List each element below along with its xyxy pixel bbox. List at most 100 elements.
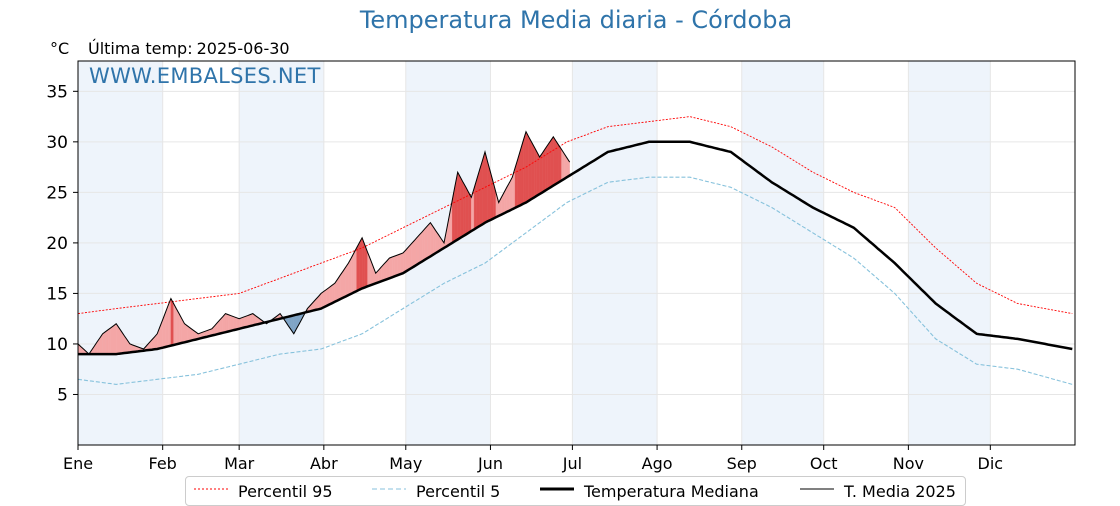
fill-above-median: [110, 325, 114, 355]
x-tick-label-Sep: Sep: [727, 454, 757, 473]
fill-above-median: [228, 314, 232, 332]
fill-above-median: [105, 329, 109, 355]
fill-above-median: [465, 187, 469, 235]
plot-frame: [77, 60, 1076, 446]
fill-above-median: [539, 152, 543, 195]
fill-above-median: [329, 285, 333, 305]
fill-above-median: [342, 266, 346, 299]
x-tick-label-Mar: Mar: [224, 454, 255, 473]
x-tick-label-Feb: Feb: [149, 454, 177, 473]
x-tick-label-Dic: Dic: [978, 454, 1004, 473]
fill-above-median: [173, 303, 177, 346]
fill-above-median: [462, 182, 467, 237]
fill-above-median: [233, 316, 237, 331]
fill-above-median: [419, 231, 423, 264]
legend-swatch-median: [540, 487, 574, 491]
x-tick-label-Ago: Ago: [642, 454, 673, 473]
fill-above-median: [460, 177, 464, 239]
fill-above-median: [558, 144, 562, 183]
month-band-Nov: [908, 61, 991, 445]
fill-above-median: [427, 222, 431, 259]
fill-above-median: [430, 222, 434, 257]
fill-above-median: [544, 144, 548, 191]
fill-above-median: [536, 151, 540, 197]
x-tick-label-Jun: Jun: [477, 454, 503, 473]
fill-above-median: [413, 237, 417, 267]
x-tick-label-Jul: Jul: [562, 454, 582, 473]
fill-above-median: [113, 323, 117, 355]
fill-above-median: [411, 240, 415, 269]
fill-above-median: [331, 283, 335, 304]
fill-above-median: [394, 254, 398, 277]
fill-above-median: [353, 247, 357, 293]
fill-above-median: [531, 141, 535, 200]
fill-above-median: [391, 255, 396, 278]
fill-above-median: [422, 228, 426, 262]
series-lines: [77, 116, 1073, 385]
fill-above-median: [468, 192, 472, 234]
fill-above-median: [116, 323, 120, 355]
grid-lines: [77, 61, 1075, 445]
legend-label-p95: Percentil 95: [238, 482, 333, 501]
fill-above-median: [408, 243, 412, 271]
series-line-2025: [77, 130, 571, 355]
fill-above-median: [323, 289, 327, 308]
y-tick-label: 20: [46, 234, 68, 254]
fill-above-median: [405, 246, 409, 272]
fill-above-median: [520, 140, 524, 206]
x-tick-label-Ene: Ene: [63, 454, 93, 473]
fill-above-median: [359, 237, 363, 290]
fill-above-median: [402, 249, 406, 274]
fill-above-median: [479, 160, 483, 227]
fill-above-median: [400, 252, 404, 275]
fill-above-median: [170, 298, 174, 346]
x-tick-label-May: May: [389, 454, 422, 473]
fill-above-median: [345, 262, 349, 297]
month-band-Ene: [78, 61, 163, 445]
month-band-Mar: [239, 61, 324, 445]
unit-label: °C: [50, 39, 70, 58]
fill-above-median: [547, 140, 551, 190]
x-axis: Ene Feb Mar Abr May Jun Jul Ago Sep Oct Nov Dic: [63, 445, 1003, 473]
legend-label-2025: T. Media 2025: [844, 482, 956, 501]
legend-label-median: Temperatura Mediana: [584, 482, 759, 501]
fill-above-median: [230, 315, 234, 332]
fill-above-median: [361, 237, 365, 289]
y-axis: 5 10 15 20 25 30 35: [46, 82, 78, 405]
fill-above-median: [561, 148, 565, 181]
fill-above-median: [550, 136, 554, 188]
month-bands: [78, 61, 991, 445]
fill-above-median: [107, 327, 111, 355]
fill-above-median: [534, 146, 538, 198]
y-tick-label: 5: [57, 385, 68, 405]
x-tick-label-Nov: Nov: [893, 454, 924, 473]
fill-above-median: [389, 256, 393, 279]
y-tick-label: 35: [46, 82, 68, 102]
fill-above-median: [348, 257, 352, 296]
legend-swatch-p95: [194, 488, 228, 490]
watermark: WWW.EMBALSES.NET: [89, 64, 321, 88]
fill-above-median: [102, 331, 106, 355]
fill-above-median: [187, 325, 191, 342]
last-temp-date: 2025-06-30: [196, 39, 290, 58]
month-band-Jul: [572, 61, 658, 445]
fill-above-median: [555, 140, 559, 185]
y-tick-label: 15: [46, 284, 68, 304]
fill-above-median: [528, 136, 532, 202]
fill-above-median: [184, 323, 188, 343]
fill-above-median: [176, 308, 180, 345]
last-temp-label: Última temp:: [88, 39, 193, 58]
y-tick-label: 10: [46, 335, 68, 355]
chart-legend: Percentil 95 Percentil 5 Temperatura Med…: [185, 476, 966, 506]
month-band-Sep: [741, 61, 824, 445]
series-line-median: [78, 140, 1073, 356]
fill-above-median: [351, 252, 355, 294]
x-tick-label-Oct: Oct: [810, 454, 838, 473]
series-line-p95: [77, 116, 1073, 315]
legend-swatch-2025: [800, 488, 834, 490]
chart-title: Temperatura Media diaria - Córdoba: [359, 6, 793, 34]
fill-above-median: [424, 225, 428, 261]
fill-above-median: [326, 287, 330, 307]
y-tick-label: 30: [46, 133, 68, 153]
temperature-chart: 5 10 15 20 25 30 35 Ene Feb Mar Abr May Jun Jul Ago Se…: [46, 60, 1076, 473]
